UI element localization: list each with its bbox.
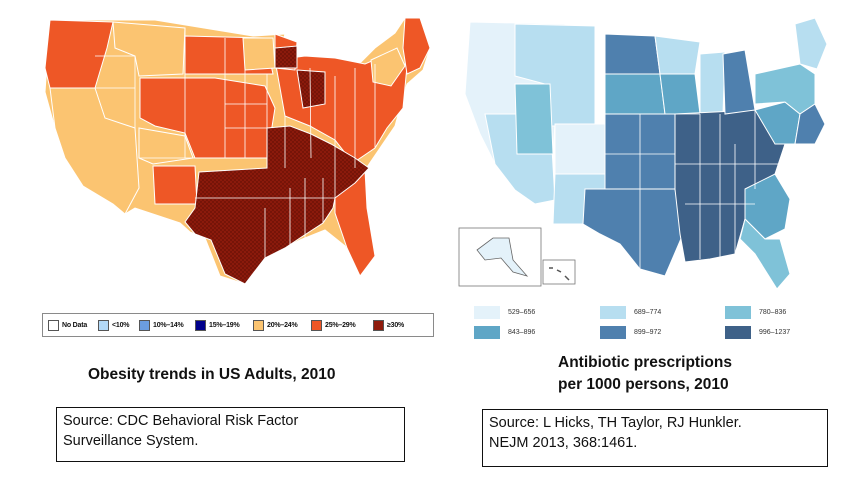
legend-label: 996–1237 <box>759 328 791 336</box>
legend-item: No Data <box>48 318 87 332</box>
obesity-region-20-24 <box>242 37 276 71</box>
legend-label: 15%–19% <box>209 321 240 329</box>
legend-label: 689–774 <box>634 308 662 316</box>
antibiotic-region-843-896 <box>659 73 701 115</box>
legend-swatch <box>373 319 384 331</box>
obesity-region-20-24 <box>138 127 194 165</box>
legend-item: 20%–24% <box>253 318 298 332</box>
legend-label: 843–896 <box>508 328 536 336</box>
legend-item: <10% <box>98 318 130 332</box>
antibiotic-region-689-774 <box>794 17 828 70</box>
antibiotic-region-899-972 <box>794 103 826 145</box>
antibiotic-region-780-836 <box>739 218 791 289</box>
legend-swatch <box>725 325 751 339</box>
legend-swatch <box>600 305 626 319</box>
legend-item: 25%–29% <box>311 318 356 332</box>
alaska-shape <box>476 237 529 277</box>
obesity-region-ge30 <box>184 125 370 285</box>
legend-label: 899–972 <box>634 328 662 336</box>
source-line: Source: L Hicks, TH Taylor, RJ Hunkler. <box>489 415 742 431</box>
source-line: Source: CDC Behavioral Risk Factor <box>63 413 299 429</box>
legend-label: ≥30% <box>387 321 405 329</box>
legend-swatch <box>311 319 322 331</box>
obesity-choropleth-map <box>44 17 431 285</box>
obesity-map-title: Obesity trends in US Adults, 2010 <box>88 366 336 383</box>
legend-item: 15%–19% <box>195 318 240 332</box>
legend-label: No Data <box>62 321 88 329</box>
legend-swatch <box>98 319 109 331</box>
antibiotic-region-529-656 <box>554 123 606 175</box>
legend-swatch <box>195 319 206 331</box>
antibiotic-region-689-774 <box>699 51 726 115</box>
legend-label: 780–836 <box>759 308 787 316</box>
obesity-legend: No Data <10% 10%–14% 15%–19% 20%–24% 25%… <box>42 313 434 337</box>
obesity-region-25-29 <box>334 165 376 277</box>
obesity-region-ge30 <box>274 45 298 69</box>
obesity-region-25-29 <box>402 17 431 75</box>
state-borders <box>605 73 785 269</box>
antibiotic-region-689-774 <box>654 35 701 75</box>
source-line: NEJM 2013, 368:1461. <box>489 435 638 451</box>
antibiotic-source-box: Source: L Hicks, TH Taylor, RJ Hunkler. … <box>482 409 828 467</box>
alaska-inset <box>458 227 542 287</box>
obesity-region-ge30 <box>296 69 326 109</box>
legend-item: 899–972 <box>600 325 661 339</box>
obesity-panel: No Data <10% 10%–14% 15%–19% 20%–24% 25%… <box>42 17 434 462</box>
antibiotic-region-780-836 <box>514 83 554 155</box>
state-borders <box>95 28 376 258</box>
antibiotic-region-899-972 <box>582 188 684 277</box>
obesity-source-box: Source: CDC Behavioral Risk Factor Surve… <box>56 407 405 462</box>
legend-item: 10%–14% <box>139 318 184 332</box>
hawaii-inset <box>542 259 576 285</box>
obesity-region-25-29 <box>139 77 276 159</box>
antibiotic-map-title-line2: per 1000 persons, 2010 <box>558 376 729 393</box>
legend-swatch <box>48 319 59 331</box>
antibiotic-region-899-972 <box>722 49 756 115</box>
antibiotic-region-899-972 <box>604 113 681 190</box>
legend-label: 529–656 <box>508 308 536 316</box>
legend-label: 20%–24% <box>267 321 298 329</box>
source-line: Surveillance System. <box>63 433 199 449</box>
legend-swatch <box>139 319 150 331</box>
legend-label: 25%–29% <box>325 321 356 329</box>
legend-swatch <box>600 325 626 339</box>
legend-swatch <box>725 305 751 319</box>
antibiotic-panel: 529–656 689–774 780–836 843–896 899–972 … <box>440 0 852 479</box>
legend-item: ≥30% <box>373 318 404 332</box>
antibiotic-map-title-line1: Antibiotic prescriptions <box>558 354 732 371</box>
legend-label: <10% <box>112 321 130 329</box>
legend-label: 10%–14% <box>153 321 184 329</box>
legend-item: 843–896 <box>474 325 535 339</box>
legend-item: 529–656 <box>474 305 535 319</box>
legend-item: 689–774 <box>600 305 661 319</box>
legend-item: 996–1237 <box>725 325 790 339</box>
hawaii-shape <box>549 267 570 281</box>
obesity-region-25-29 <box>152 165 198 205</box>
legend-swatch <box>253 319 264 331</box>
antibiotic-choropleth-map <box>458 17 828 289</box>
legend-swatch <box>474 305 500 319</box>
antibiotic-region-843-896 <box>604 73 666 115</box>
obesity-region-20-24 <box>49 87 140 215</box>
antibiotic-region-899-972 <box>604 33 661 75</box>
legend-item: 780–836 <box>725 305 786 319</box>
legend-swatch <box>474 325 500 339</box>
obesity-region-20-24 <box>370 47 406 87</box>
